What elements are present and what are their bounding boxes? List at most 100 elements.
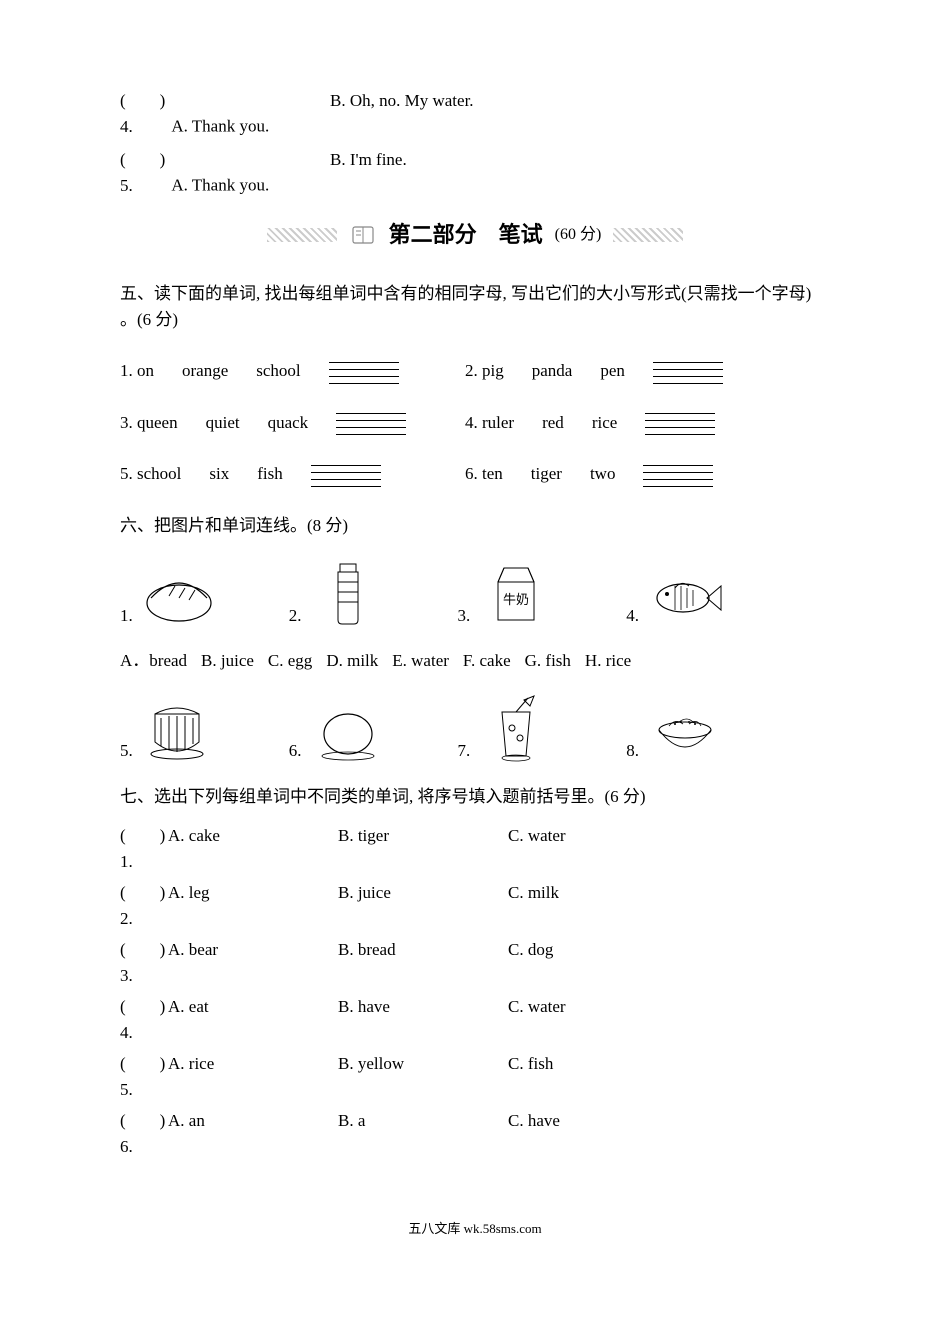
section7-row: ( ) 1. A. cake B. tiger C. water xyxy=(120,823,830,874)
section5-row: 1. on orange school 2. pig panda pen xyxy=(120,358,830,384)
choice-f: F. cake xyxy=(463,648,511,674)
writing-lines xyxy=(329,362,399,384)
s5-word: 4. ruler xyxy=(465,410,514,436)
section6-choices: A．bread B. juice C. egg D. milk E. water… xyxy=(120,648,830,674)
q5-option-b: B. I'm fine. xyxy=(330,147,407,198)
s5-word: pen xyxy=(600,358,625,384)
q7-paren: ( ) 4. xyxy=(120,994,168,1045)
q7-a: A. an xyxy=(168,1108,338,1159)
q7-a: A. cake xyxy=(168,823,338,874)
bottle-icon xyxy=(308,558,388,628)
listening-q4: ( ) 4. A. Thank you. B. Oh, no. My water… xyxy=(120,88,830,139)
writing-lines xyxy=(311,465,381,487)
fish-icon xyxy=(645,558,725,628)
q5-paren: ( ) 5. xyxy=(120,147,168,198)
listening-q5: ( ) 5. A. Thank you. B. I'm fine. xyxy=(120,147,830,198)
banner-hatch-left xyxy=(267,228,337,242)
egg-icon xyxy=(308,694,388,764)
q7-a: A. eat xyxy=(168,994,338,1045)
milk-label: 牛奶 xyxy=(503,592,529,607)
s5-word: fish xyxy=(257,461,283,487)
s5-word: six xyxy=(209,461,229,487)
q7-b: B. bread xyxy=(338,937,508,988)
q7-c: C. water xyxy=(508,823,566,874)
banner-score: (60 分) xyxy=(555,223,602,247)
section5-title: 五、读下面的单词, 找出每组单词中含有的相同字母, 写出它们的大小写形式(只需找… xyxy=(120,281,830,332)
writing-lines xyxy=(645,413,715,435)
q7-c: C. milk xyxy=(508,880,559,931)
s5-word: 5. school xyxy=(120,461,181,487)
q4-option-b: B. Oh, no. My water. xyxy=(330,88,474,139)
section6-pics-row1: 1. 2. 3. 牛奶 4. xyxy=(120,558,830,628)
q4-option-a: A. Thank you. xyxy=(171,117,269,136)
s5-word: panda xyxy=(532,358,573,384)
juice-icon xyxy=(476,694,556,764)
rice-icon xyxy=(645,694,725,764)
s5-word: school xyxy=(256,358,300,384)
q7-b: B. juice xyxy=(338,880,508,931)
bread-icon xyxy=(139,558,219,628)
pic-num-2: 2. xyxy=(289,603,302,629)
q7-a: A. leg xyxy=(168,880,338,931)
choice-c: C. egg xyxy=(268,648,312,674)
writing-lines xyxy=(653,362,723,384)
q7-a: A. rice xyxy=(168,1051,338,1102)
q7-b: B. tiger xyxy=(338,823,508,874)
milk-icon: 牛奶 xyxy=(476,558,556,628)
section5-rows: 1. on orange school 2. pig panda pen 3. … xyxy=(120,358,830,487)
pic-num-7: 7. xyxy=(458,738,471,764)
pic-num-3: 3. xyxy=(458,603,471,629)
choice-a: A．bread xyxy=(120,648,187,674)
q7-c: C. have xyxy=(508,1108,560,1159)
section6-title: 六、把图片和单词连线。(8 分) xyxy=(120,513,830,539)
q7-c: C. fish xyxy=(508,1051,553,1102)
pic-num-4: 4. xyxy=(626,603,639,629)
s5-word: 6. ten xyxy=(465,461,503,487)
q4-paren: ( ) 4. xyxy=(120,88,168,139)
choice-h: H. rice xyxy=(585,648,631,674)
choice-e: E. water xyxy=(392,648,449,674)
s5-word: 1. on xyxy=(120,358,154,384)
banner-title: 第二部分 笔试 xyxy=(389,218,543,251)
choice-d: D. milk xyxy=(326,648,378,674)
s5-word: two xyxy=(590,461,616,487)
q5-option-a: A. Thank you. xyxy=(171,176,269,195)
s5-word: orange xyxy=(182,358,228,384)
q7-b: B. have xyxy=(338,994,508,1045)
q7-paren: ( ) 1. xyxy=(120,823,168,874)
q7-c: C. water xyxy=(508,994,566,1045)
s5-word: red xyxy=(542,410,564,436)
q7-b: B. a xyxy=(338,1108,508,1159)
section7-title: 七、选出下列每组单词中不同类的单词, 将序号填入题前括号里。(6 分) xyxy=(120,784,830,810)
q7-paren: ( ) 5. xyxy=(120,1051,168,1102)
pic-num-1: 1. xyxy=(120,603,133,629)
q7-a: A. bear xyxy=(168,937,338,988)
banner-hatch-right xyxy=(613,228,683,242)
s5-word: 3. queen xyxy=(120,410,178,436)
writing-lines xyxy=(336,413,406,435)
page-footer: 五八文库 wk.58sms.com xyxy=(120,1219,830,1239)
s5-word: quack xyxy=(268,410,309,436)
part-banner: 第二部分 笔试 (60 分) xyxy=(120,218,830,251)
section7-row: ( ) 6. A. an B. a C. have xyxy=(120,1108,830,1159)
section5-row: 5. school six fish 6. ten tiger two xyxy=(120,461,830,487)
q7-paren: ( ) 3. xyxy=(120,937,168,988)
section7-row: ( ) 4. A. eat B. have C. water xyxy=(120,994,830,1045)
s5-word: quiet xyxy=(206,410,240,436)
pic-num-8: 8. xyxy=(626,738,639,764)
section5-row: 3. queen quiet quack 4. ruler red rice xyxy=(120,410,830,436)
q7-c: C. dog xyxy=(508,937,553,988)
cake-icon xyxy=(139,694,219,764)
s5-word: tiger xyxy=(531,461,562,487)
section7-row: ( ) 2. A. leg B. juice C. milk xyxy=(120,880,830,931)
book-icon xyxy=(349,221,377,249)
q7-paren: ( ) 2. xyxy=(120,880,168,931)
pic-num-5: 5. xyxy=(120,738,133,764)
q7-b: B. yellow xyxy=(338,1051,508,1102)
section6-pics-row2: 5. 6. 7. 8. xyxy=(120,694,830,764)
section7-rows: ( ) 1. A. cake B. tiger C. water ( ) 2. … xyxy=(120,823,830,1159)
section7-row: ( ) 3. A. bear B. bread C. dog xyxy=(120,937,830,988)
s5-word: rice xyxy=(592,410,617,436)
pic-num-6: 6. xyxy=(289,738,302,764)
section7-row: ( ) 5. A. rice B. yellow C. fish xyxy=(120,1051,830,1102)
